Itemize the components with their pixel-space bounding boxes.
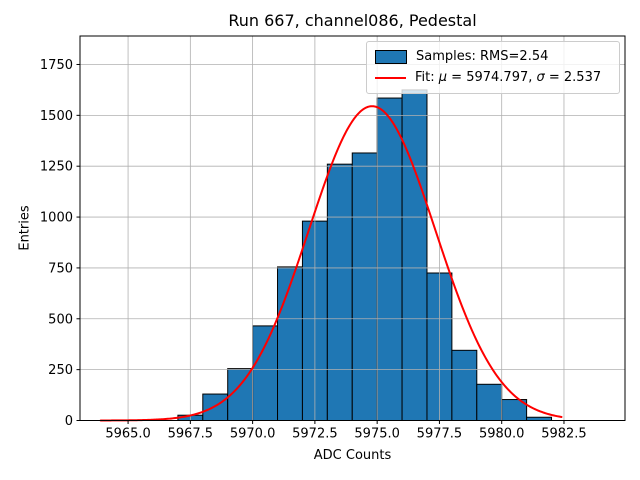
fit-line-icon: [375, 76, 406, 79]
legend-item-samples: Samples: RMS=2.54: [375, 46, 611, 67]
x-tick-label: 5975.0: [354, 427, 400, 442]
histogram-bar: [277, 266, 303, 421]
x-tick-label: 5967.5: [168, 427, 214, 442]
histogram-bar: [451, 349, 478, 422]
legend-item-fit: Fit: μ = 5974.797, σ = 2.537: [375, 67, 611, 88]
y-tick-label: 1500: [40, 109, 73, 124]
legend: Samples: RMS=2.54 Fit: μ = 5974.797, σ =…: [366, 41, 620, 94]
x-tick-label: 5965.0: [105, 427, 151, 442]
chart-title: Run 667, channel086, Pedestal: [228, 11, 477, 30]
y-tick-label: 750: [48, 261, 73, 276]
histogram-bar: [376, 97, 403, 421]
y-tick-label: 1000: [40, 211, 73, 226]
histogram-bar: [326, 163, 353, 422]
plot-border: [79, 35, 626, 421]
y-tick-label: 250: [48, 363, 73, 378]
mu-symbol: μ: [438, 70, 448, 85]
x-tick-label: 5970.0: [230, 427, 276, 442]
histogram-bar: [401, 89, 428, 421]
fit-curve: [99, 105, 563, 422]
y-tick-label: 0: [65, 414, 73, 429]
x-tick-label: 5972.5: [292, 427, 338, 442]
y-tick-label: 1750: [40, 58, 73, 73]
x-tick-label: 5977.5: [417, 427, 463, 442]
legend-fit-label: Fit: μ = 5974.797, σ = 2.537: [415, 70, 601, 85]
histogram-bar: [476, 383, 503, 422]
samples-swatch-icon: [375, 49, 407, 64]
x-axis-label: ADC Counts: [313, 448, 392, 463]
legend-samples-label: Samples: RMS=2.54: [416, 49, 549, 64]
y-axis-label: Entries: [17, 205, 33, 251]
x-tick-label: 5980.0: [479, 427, 525, 442]
y-tick-label: 1250: [40, 160, 73, 175]
histogram-bar: [351, 152, 378, 421]
x-tick-label: 5982.5: [541, 427, 587, 442]
fit-label-prefix: Fit:: [415, 70, 439, 85]
fit-label-mu-value: = 5974.797,: [447, 70, 537, 85]
histogram-bar: [202, 393, 229, 422]
y-tick-label: 500: [48, 312, 73, 327]
histogram-bar: [252, 325, 279, 421]
fit-label-sigma-value: = 2.537: [544, 70, 602, 85]
sigma-symbol: σ: [536, 70, 545, 85]
